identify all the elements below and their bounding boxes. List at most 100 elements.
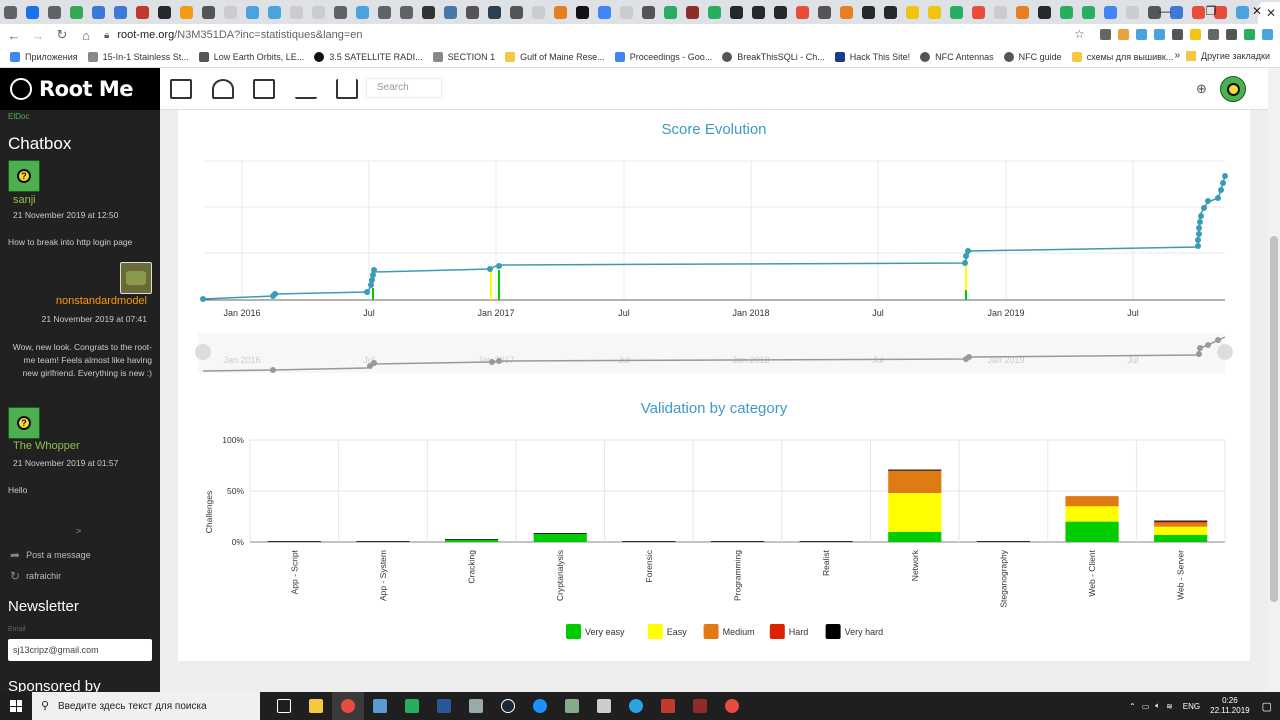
bookmark-item[interactable]: BreakThisSQLi - Ch... (722, 51, 825, 62)
score-point[interactable] (1222, 173, 1228, 179)
bar-segment[interactable] (1154, 526, 1208, 535)
score-point[interactable] (1195, 243, 1201, 249)
file-explorer-icon[interactable] (300, 692, 332, 720)
extension-icon[interactable] (1100, 29, 1111, 40)
score-point[interactable] (1220, 180, 1226, 186)
bookmark-item[interactable]: 15-In-1 Stainless St... (87, 51, 189, 62)
user-avatar[interactable] (1220, 76, 1246, 102)
tab-favicon[interactable] (1104, 5, 1117, 19)
tab-favicon[interactable] (708, 5, 721, 19)
back-icon[interactable]: ← (7, 27, 21, 43)
legend-label[interactable]: Easy (667, 627, 688, 637)
legend-label[interactable]: Hard (789, 627, 809, 637)
bar-segment[interactable] (1154, 521, 1208, 523)
extension-icon[interactable] (1226, 29, 1237, 40)
tab-favicon[interactable] (510, 5, 523, 19)
post-message-button[interactable]: ➦ Post a message (10, 548, 91, 562)
bar-segment[interactable] (356, 541, 410, 542)
tab-favicon[interactable] (224, 5, 237, 19)
bar-segment[interactable] (799, 541, 853, 542)
tab-favicon[interactable] (906, 5, 919, 19)
score-point[interactable] (1196, 231, 1202, 237)
bar-segment[interactable] (888, 493, 942, 532)
bar-segment[interactable] (267, 541, 321, 542)
tab-favicon[interactable] (1016, 5, 1029, 19)
tray-up-icon[interactable]: ⌃ (1129, 701, 1136, 711)
tab-favicon[interactable] (576, 5, 589, 19)
score-point[interactable] (496, 263, 502, 269)
tab-favicon[interactable] (180, 5, 193, 19)
reload-icon[interactable]: ↻ (56, 27, 68, 42)
bookmark-item[interactable]: Приложения (10, 51, 78, 62)
tab-favicon[interactable] (840, 5, 853, 19)
tab-favicon[interactable] (994, 5, 1007, 19)
close-tab-icon[interactable]: ✕ (1265, 6, 1277, 20)
bookmark-item[interactable]: NFC guide (1003, 51, 1062, 62)
score-point[interactable] (1198, 213, 1204, 219)
tab-favicon[interactable] (1126, 5, 1139, 19)
score-point[interactable] (962, 260, 968, 266)
chat-username[interactable]: The Whopper (13, 440, 80, 452)
taskbar-search[interactable]: ⚲ Введите здесь текст для поиска (32, 692, 260, 720)
tab-favicon[interactable] (4, 5, 17, 19)
bar-segment[interactable] (1154, 520, 1208, 522)
legend-swatch[interactable] (769, 624, 785, 639)
extension-icon[interactable] (1244, 29, 1255, 40)
tab-favicon[interactable] (928, 5, 941, 19)
score-point[interactable] (965, 248, 971, 254)
bar-segment[interactable] (1154, 534, 1208, 542)
address-bar[interactable]: 🔒︎ root-me.org/N3M351DA?inc=statistiques… (104, 25, 1094, 45)
bookmark-item[interactable]: NFC Antennas (920, 51, 994, 62)
bookmark-item[interactable]: Low Earth Orbits, LE... (198, 51, 304, 62)
extension-icon[interactable] (1154, 29, 1165, 40)
tab-favicon[interactable] (818, 5, 831, 19)
tab-favicon[interactable] (334, 5, 347, 19)
tab-favicon[interactable] (1236, 5, 1249, 19)
tab-favicon[interactable] (1192, 5, 1205, 19)
score-point[interactable] (1196, 225, 1202, 231)
tab-favicon[interactable] (554, 5, 567, 19)
search-input[interactable]: Search (366, 78, 442, 98)
tab-favicon[interactable] (1060, 5, 1073, 19)
telegram-icon[interactable] (620, 692, 652, 720)
bar-segment[interactable] (888, 531, 942, 542)
chat-username[interactable]: sanji (13, 194, 36, 206)
bookmark-item[interactable]: Hack This Site! (834, 51, 910, 62)
steam-icon[interactable] (492, 692, 524, 720)
chat-username[interactable]: nonstandardmodel (55, 295, 147, 307)
tab-favicon[interactable] (158, 5, 171, 19)
score-point[interactable] (1205, 198, 1211, 204)
app-icon[interactable] (460, 692, 492, 720)
email-field[interactable] (8, 639, 152, 661)
forward-icon[interactable]: → (31, 27, 45, 43)
tab-favicon[interactable] (774, 5, 787, 19)
bar-segment[interactable] (1065, 506, 1119, 522)
edge-icon[interactable] (524, 692, 556, 720)
tab-favicon[interactable] (422, 5, 435, 19)
tab-favicon[interactable] (136, 5, 149, 19)
home-icon[interactable]: ⌂ (82, 27, 90, 43)
app-icon[interactable] (588, 692, 620, 720)
bookmark-star-icon[interactable]: ☆ (1074, 27, 1085, 41)
page-scrollbar[interactable] (1268, 68, 1280, 692)
tab-favicon[interactable] (730, 5, 743, 19)
extension-icon[interactable] (1190, 29, 1201, 40)
documentation-icon[interactable] (253, 79, 275, 99)
app-icon[interactable] (556, 692, 588, 720)
app-icon[interactable] (396, 692, 428, 720)
network-icon[interactable]: ▭ (1141, 701, 1150, 711)
bar-segment[interactable] (1154, 522, 1208, 527)
wifi-icon[interactable]: ≋ (1166, 701, 1173, 711)
start-button[interactable] (0, 692, 32, 720)
bar-segment[interactable] (533, 533, 587, 542)
more-bookmarks-button[interactable]: » (1174, 50, 1180, 61)
score-point[interactable] (364, 289, 370, 295)
score-point[interactable] (369, 277, 375, 283)
tab-favicon[interactable] (1082, 5, 1095, 19)
word-icon[interactable] (428, 692, 460, 720)
extension-icon[interactable] (1136, 29, 1147, 40)
bar-segment[interactable] (888, 469, 942, 471)
tab-favicon[interactable] (444, 5, 457, 19)
shop-cart-icon[interactable] (336, 79, 358, 99)
chat-user[interactable]: sanji (13, 194, 36, 206)
